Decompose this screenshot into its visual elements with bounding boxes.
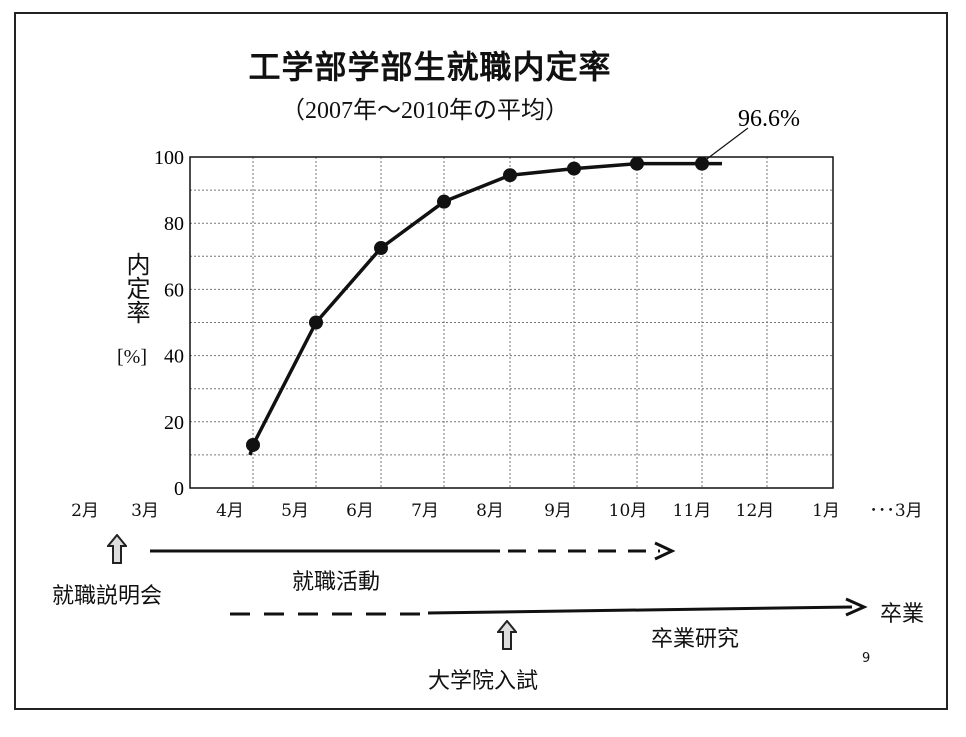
data-point: [695, 156, 709, 171]
x-tick-label: 12月: [735, 501, 775, 521]
series-group: [246, 156, 722, 456]
x-tick-label: 6月: [346, 501, 374, 521]
y-tick-label: 40: [164, 346, 184, 368]
data-point: [437, 194, 451, 209]
y-tick-label: 60: [164, 279, 184, 301]
slide-frame: [14, 12, 948, 710]
up-arrow-icon: [107, 534, 127, 564]
x-tick-label: 3月: [131, 501, 159, 521]
x-tick-label: ･･･3月: [869, 501, 923, 521]
data-point: [567, 161, 581, 176]
y-tick-labels: 0 20 40 60 80 100: [154, 147, 184, 500]
data-point: [246, 437, 260, 452]
data-point: [503, 168, 517, 183]
y-tick-label: 100: [154, 147, 184, 169]
x-tick-label: 5月: [281, 501, 309, 521]
plot-frame: [189, 156, 834, 489]
y-tick-label: 80: [164, 213, 184, 235]
x-tick-label: 10月: [608, 501, 648, 521]
job-hunting-label: 就職活動: [292, 570, 381, 595]
chart-subtitle: （2007年～2010年の平均）: [281, 98, 569, 124]
x-tick-label: 9月: [544, 501, 572, 521]
data-point: [309, 315, 323, 330]
callout-label: 96.6%: [738, 106, 800, 132]
job-hunting-arrowhead: [654, 541, 676, 561]
y-tick-label: 0: [174, 478, 184, 500]
x-tick-label: 11月: [672, 501, 712, 521]
briefing-label: 就職説明会: [52, 584, 163, 609]
y-tick-label: 20: [164, 412, 184, 434]
timeline-group: [150, 541, 868, 617]
chart-grid: [190, 157, 833, 488]
x-tick-label: 2月: [71, 501, 99, 521]
series-line: [248, 161, 722, 456]
callout-group: 96.6%: [705, 106, 800, 161]
x-tick-label: 8月: [476, 501, 504, 521]
y-axis-unit: [%]: [117, 346, 147, 368]
x-tick-label: 1月: [812, 501, 840, 521]
thesis-arrow-solid: [427, 605, 853, 615]
up-arrow-icon: [497, 620, 517, 650]
callout-leader: [705, 127, 749, 161]
thesis-label: 卒業研究: [651, 627, 740, 652]
data-point: [374, 241, 388, 256]
y-axis-label: 内定率: [116, 252, 156, 332]
x-tick-label: 4月: [216, 501, 244, 521]
chart-title: 工学部学部生就職内定率: [248, 48, 612, 86]
page-number: 9: [862, 651, 871, 666]
graduation-label: 卒業: [880, 602, 925, 627]
y-axis-label-text: 内定率: [122, 252, 150, 324]
grad-exam-label: 大学院入試: [428, 669, 539, 694]
thesis-arrowhead: [845, 597, 868, 617]
data-point: [630, 156, 644, 171]
x-tick-label: 7月: [411, 501, 439, 521]
